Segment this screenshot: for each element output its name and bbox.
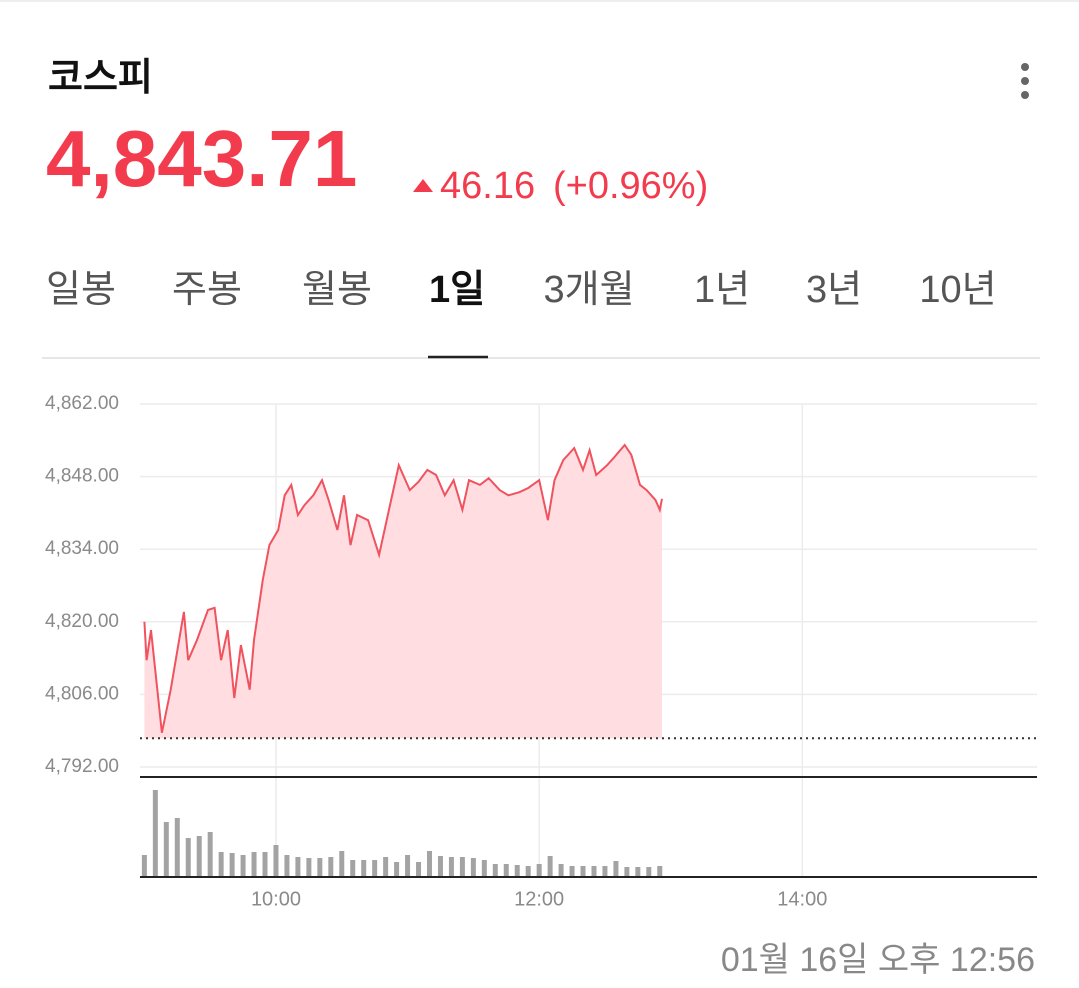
volume-bar [284,855,290,877]
volume-bar [240,855,246,877]
more-menu[interactable] [1021,63,1029,99]
volume-bar [163,822,169,877]
volume-bar [602,866,608,877]
price-change-pct: (+0.96%) [553,165,708,207]
volume-bar [580,866,586,877]
y-tick-label: 4,862.00 [45,393,119,414]
volume-bar [251,852,257,877]
volume-bar [547,856,553,877]
period-tab[interactable]: 월봉 [302,269,372,311]
period-tab[interactable]: 1년 [694,269,750,311]
volume-bar [613,861,619,877]
volume-bar [295,857,301,877]
volume-bar [262,852,268,877]
y-tick-label: 4,806.00 [45,683,119,704]
x-tick-label: 12:00 [514,888,564,910]
period-tab[interactable]: 3개월 [543,269,634,311]
volume-bar [635,867,641,877]
volume-bar [492,864,498,877]
volume-bar [657,866,663,877]
volume-bar [350,860,356,877]
index-price: 4,843.71 [46,114,357,203]
volume-bar [229,853,235,877]
volume-bar [306,858,312,877]
period-tab[interactable]: 1일 [429,269,485,311]
volume-bar [372,860,378,877]
area-fill [144,445,662,739]
volume-bar [503,864,509,877]
volume-bar [525,866,531,877]
volume-bar [426,851,432,877]
y-tick-label: 4,834.00 [45,538,119,559]
chart: 10:00 12:00 14:00 4,862.00 4,848.00 4,834.00 4… [45,393,1037,910]
volume-bar [481,860,487,877]
volume-bar [470,858,476,877]
price-change: 46.16 [440,165,535,207]
volume-bar [591,866,597,877]
period-tab[interactable]: 주봉 [172,269,242,311]
volume-bar [646,867,652,877]
volume-bar [459,857,465,877]
volume-bar [437,856,443,877]
volume-bar [361,860,367,877]
menu-dot [1021,77,1029,85]
volume-bar [207,832,213,877]
menu-dot [1021,63,1029,71]
volume-bar [558,864,564,877]
period-tab[interactable]: 10년 [919,269,996,311]
x-tick-label: 10:00 [251,888,301,910]
menu-dot [1021,91,1029,99]
volume-bar [218,852,224,877]
x-tick-label: 14:00 [777,888,827,910]
volume-bar [536,864,542,877]
y-tick-label: 4,820.00 [45,611,119,632]
y-tick-label: 4,792.00 [45,756,119,777]
period-tab[interactable]: 일봉 [46,269,116,311]
volume-bar [514,865,520,877]
period-tab[interactable]: 3년 [806,269,862,311]
volume-bar [196,836,202,877]
volume-bar [448,857,454,877]
volume-bar [405,855,411,877]
price-line [143,443,663,734]
volume-bar [394,862,400,877]
period-tabs: 일봉 주봉 월봉 1일 3개월 1년 3년 10년 [46,269,997,311]
volume-bar [383,857,389,877]
volume-bar [339,851,345,877]
up-arrow [413,179,433,192]
volume-bar [273,845,279,877]
volume-bar [185,838,191,877]
timestamp: 01월 16일 오후 12:56 [721,941,1035,979]
volume-bar [624,867,630,877]
volume-bar [174,818,180,877]
volume-bar [328,857,334,877]
index-title: 코스피 [48,57,153,99]
y-tick-label: 4,848.00 [45,466,119,487]
volume-bar [416,862,422,877]
volume-bar [569,866,575,877]
volume-bar [141,855,147,877]
volume-bar [317,858,323,877]
volume-bar [152,790,158,877]
